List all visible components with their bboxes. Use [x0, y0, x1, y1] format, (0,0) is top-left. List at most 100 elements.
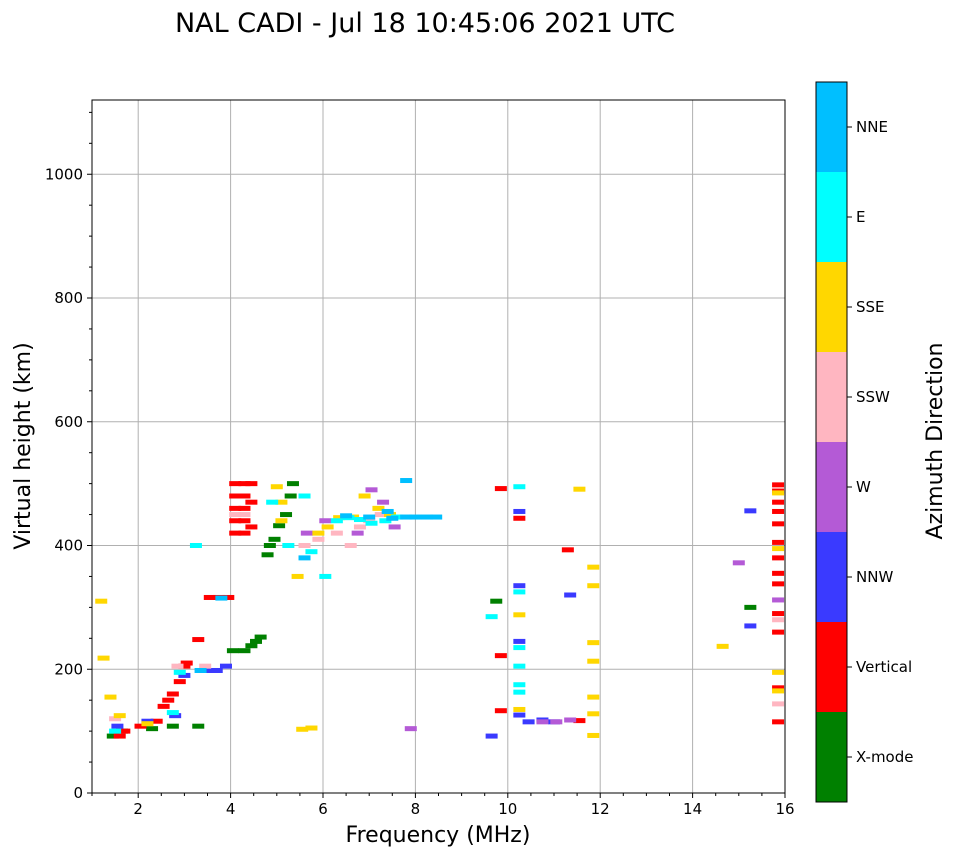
- colorbar-segment-e: [816, 172, 847, 262]
- data-point-e: [266, 499, 279, 505]
- data-point-vertical: [238, 481, 251, 487]
- colorbar-label-e: E: [856, 208, 865, 226]
- data-point-x-mode: [166, 723, 179, 729]
- data-point-sse: [275, 518, 288, 524]
- data-point-nnw: [513, 508, 526, 514]
- colorbar-segment-nne: [816, 82, 847, 172]
- data-point-sse: [333, 515, 346, 521]
- data-point-vertical: [245, 499, 258, 505]
- data-point-x-mode: [106, 733, 119, 739]
- data-point-nne: [215, 595, 228, 601]
- data-point-sse: [321, 524, 334, 530]
- data-point-e: [109, 728, 122, 734]
- data-point-vertical: [229, 481, 242, 487]
- data-point-sse: [97, 655, 110, 661]
- y-tick-label: 800: [54, 289, 83, 307]
- data-point-nnw: [210, 667, 223, 673]
- data-point-e: [365, 520, 378, 526]
- x-axis-ticks: 2 4 6 8 10 12 14 16: [91, 793, 795, 818]
- data-point-sse: [113, 713, 126, 719]
- data-point-nnw: [564, 592, 577, 598]
- data-point-w: [772, 597, 785, 603]
- data-point-vertical: [772, 539, 785, 545]
- data-point-sse: [772, 669, 785, 675]
- data-point-e: [513, 645, 526, 651]
- data-point-w: [550, 719, 563, 725]
- data-point-e: [298, 493, 311, 499]
- data-point-x-mode: [744, 604, 757, 610]
- data-point-w: [536, 719, 549, 725]
- data-point-sse: [716, 643, 729, 649]
- data-point-ssw: [298, 543, 311, 548]
- data-point-e: [485, 614, 498, 620]
- data-point-sse: [513, 612, 526, 618]
- data-point-sse: [275, 499, 288, 505]
- colorbar-frame: [815, 81, 848, 803]
- x-tick-label: 4: [226, 800, 236, 818]
- colorbar-segment-w: [816, 442, 847, 532]
- data-point-e: [513, 589, 526, 595]
- data-point-sse: [291, 573, 304, 579]
- data-point-ssw: [374, 512, 387, 518]
- data-point-x-mode: [284, 493, 297, 499]
- data-point-x-mode: [261, 552, 274, 558]
- data-point-sse: [573, 486, 586, 492]
- data-point-vertical: [772, 499, 785, 505]
- data-point-nne: [298, 555, 311, 561]
- data-point-vertical: [245, 481, 258, 487]
- colorbar-label: Azimuth Direction: [923, 342, 948, 539]
- data-point-e: [353, 517, 366, 523]
- data-point-w: [404, 726, 417, 732]
- data-point-sse: [587, 711, 600, 717]
- data-point-nnw: [513, 712, 526, 718]
- data-points: [95, 478, 785, 739]
- data-point-e: [189, 543, 202, 548]
- y-tick-label: 1000: [45, 165, 83, 183]
- data-point-nne: [340, 513, 353, 519]
- data-point-x-mode: [146, 726, 159, 732]
- colorbar-segment-x-mode: [816, 712, 847, 802]
- data-point-e: [379, 518, 392, 524]
- data-point-x-mode: [268, 536, 281, 542]
- data-point-vertical: [238, 493, 251, 499]
- data-point-e: [513, 682, 526, 688]
- data-point-sse: [587, 640, 600, 646]
- data-point-nnw: [744, 508, 757, 514]
- data-point-vertical: [238, 530, 251, 536]
- data-point-w: [351, 530, 364, 536]
- data-point-vertical: [229, 493, 242, 499]
- data-point-vertical: [222, 594, 235, 600]
- data-point-vertical: [150, 718, 163, 724]
- data-point-w: [388, 524, 401, 530]
- data-point-vertical: [772, 508, 785, 514]
- data-point-vertical: [180, 660, 193, 666]
- x-tick-label: 8: [411, 800, 421, 818]
- data-point-sse: [513, 706, 526, 712]
- colorbar-label-sse: SSE: [856, 298, 885, 316]
- data-point-ssw: [772, 617, 785, 623]
- data-point-x-mode: [280, 512, 293, 518]
- data-point-sse: [587, 732, 600, 738]
- data-point-nne: [420, 514, 433, 520]
- data-point-sse: [270, 484, 283, 490]
- data-point-w: [732, 560, 745, 566]
- data-point-sse: [372, 505, 385, 511]
- data-point-nne: [194, 667, 207, 673]
- data-point-x-mode: [245, 643, 258, 649]
- data-point-vertical: [118, 728, 131, 734]
- data-point-sse: [95, 598, 108, 604]
- data-point-ssw: [171, 663, 184, 669]
- data-point-vertical: [162, 697, 175, 703]
- colorbar-label-w: W: [856, 478, 871, 496]
- colorbar-segment-sse: [816, 262, 847, 352]
- y-tick-label: 600: [54, 413, 83, 431]
- x-tick-label: 16: [775, 800, 794, 818]
- chart-title: NAL CADI - Jul 18 10:45:06 2021 UTC: [175, 8, 675, 39]
- data-point-vertical: [238, 518, 251, 524]
- colorbar-label-ssw: SSW: [856, 388, 890, 406]
- x-tick-label: 6: [318, 800, 328, 818]
- grid-lines: [92, 100, 786, 794]
- data-point-e: [173, 669, 186, 675]
- data-point-ssw: [312, 536, 325, 542]
- data-point-nnw: [522, 719, 535, 725]
